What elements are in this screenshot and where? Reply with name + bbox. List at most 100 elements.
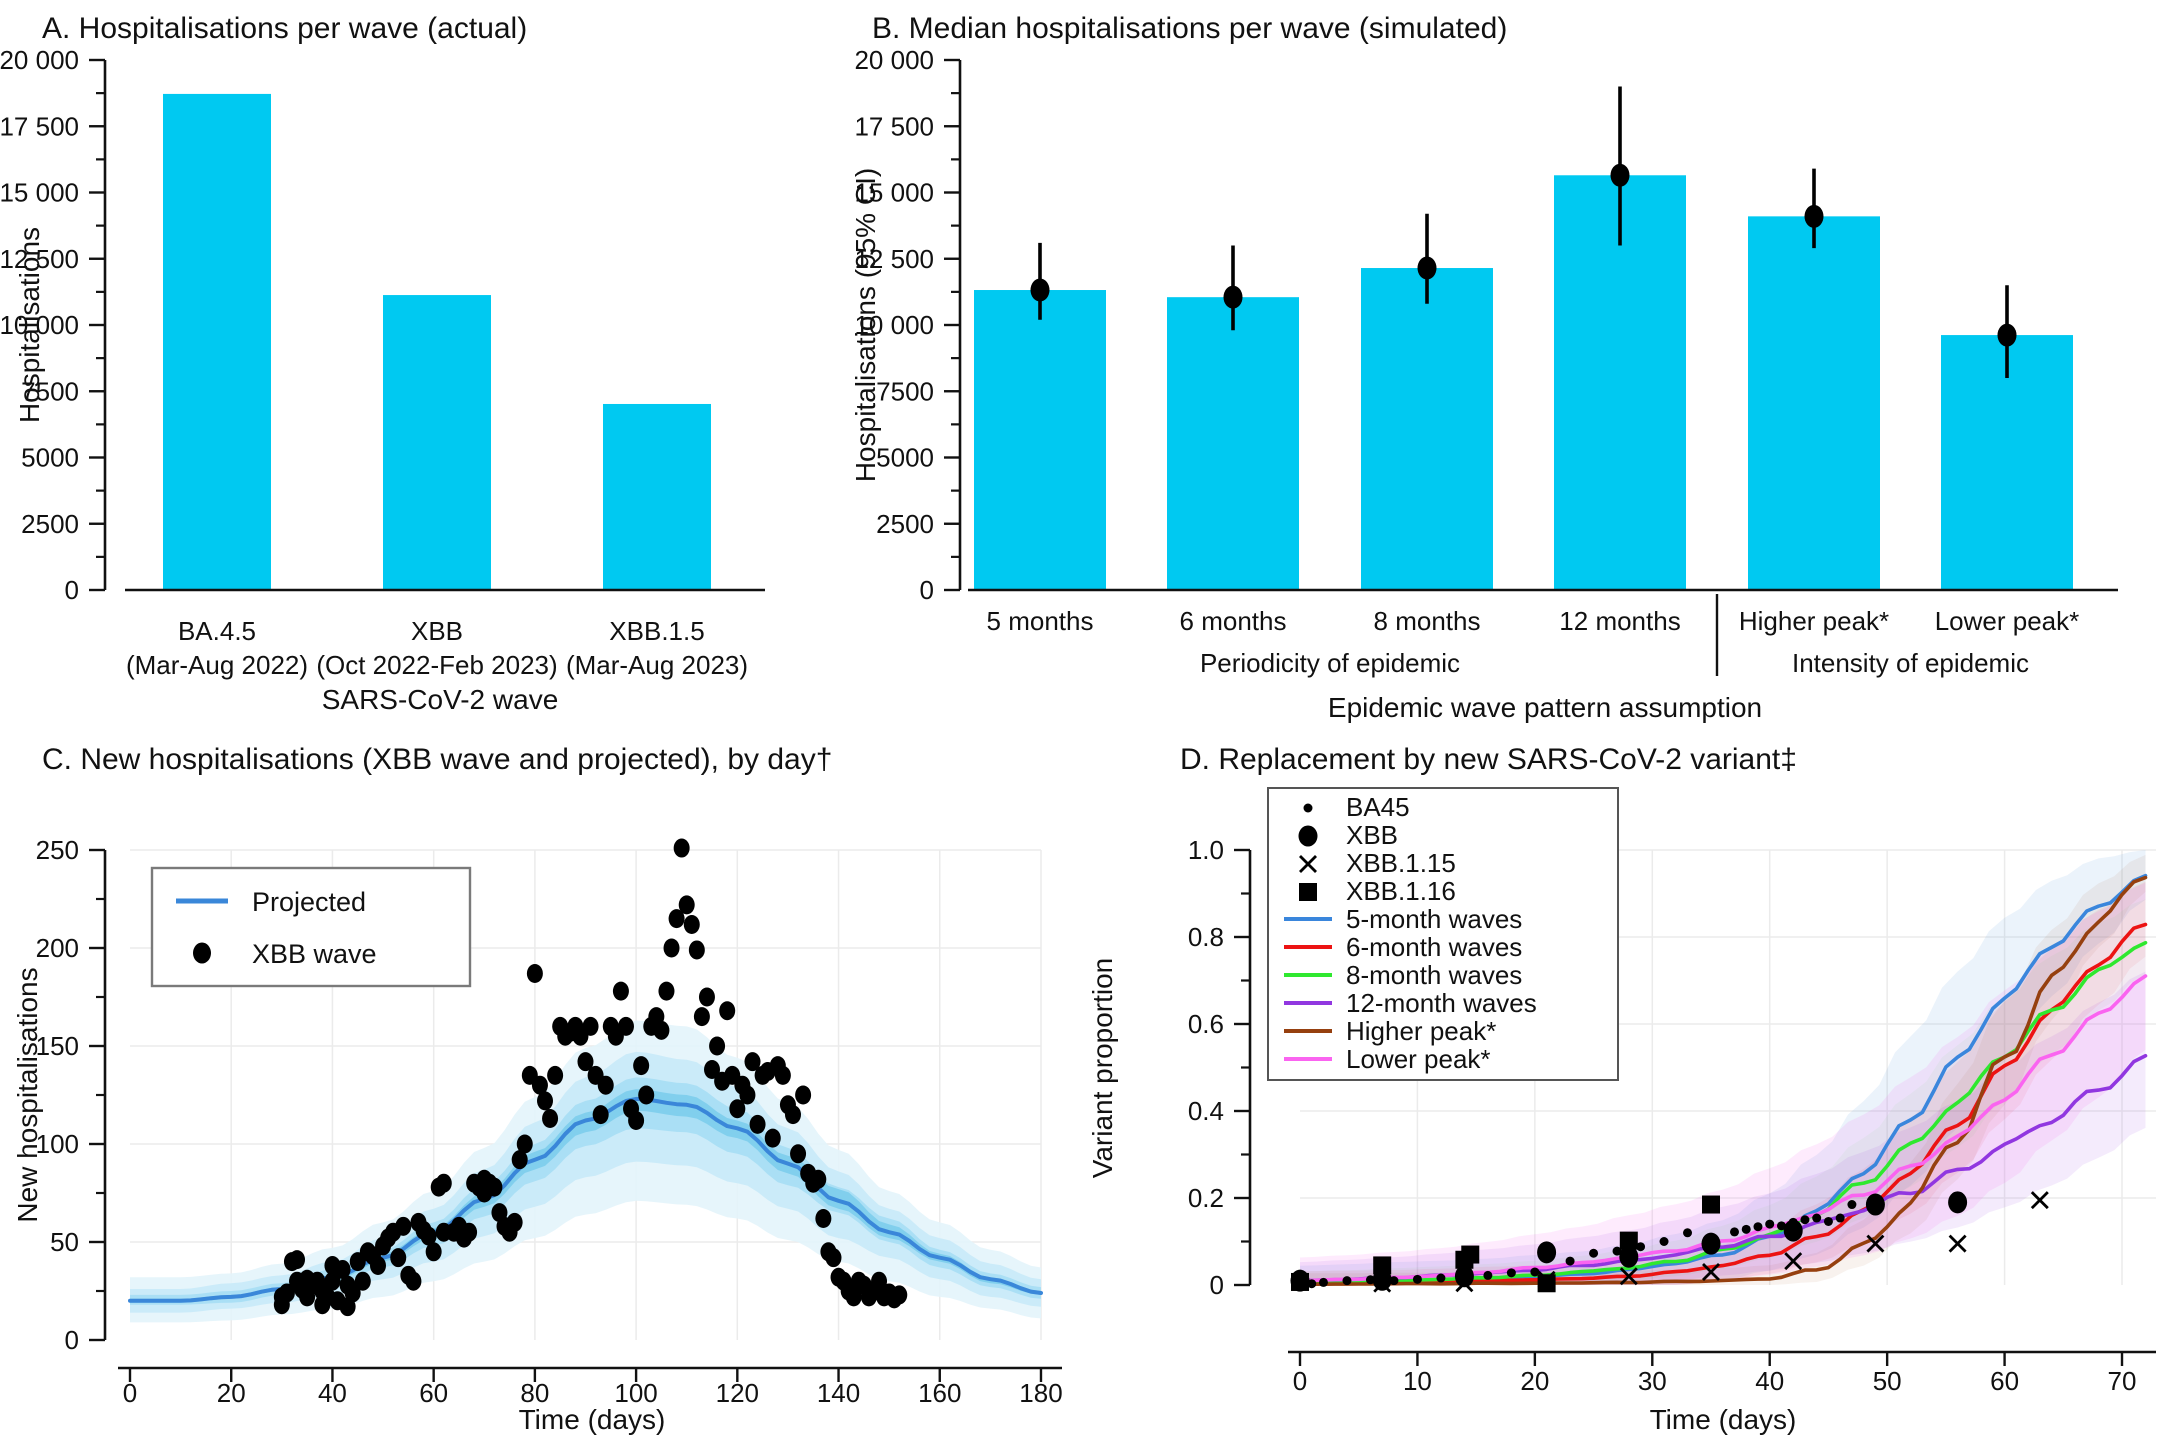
bar-6 months <box>1167 297 1299 590</box>
panel-c-title: C. New hospitalisations (XBB wave and pr… <box>42 743 833 776</box>
svg-text:50: 50 <box>1873 1366 1902 1396</box>
median-dot <box>1030 278 1050 302</box>
svg-text:XBB.1.5(Mar-Aug 2023): XBB.1.5 (Mar-Aug 2023) <box>566 616 748 680</box>
svg-text:0: 0 <box>123 1378 137 1408</box>
svg-text:20: 20 <box>1520 1366 1549 1396</box>
svg-text:0.2: 0.2 <box>1188 1183 1224 1213</box>
svg-text:0: 0 <box>65 575 79 605</box>
panel-d-xlabel: Time (days) <box>1649 1404 1797 1435</box>
svg-text:12 500: 12 500 <box>0 244 79 274</box>
svg-text:XBB.1.15: XBB.1.15 <box>1346 848 1456 878</box>
panel-b-xlabel: Epidemic wave pattern assumption <box>1327 692 1763 723</box>
panel-a-chart: 0 2500 5000 7500 10 000 12 500 15 000 17 500 20 … <box>0 45 765 605</box>
panel-d-axes: 0 0.2 0.4 0.6 0.8 1.0 0 10 20 30 40 50 60 70 <box>1188 835 2156 1396</box>
median-dot <box>1223 285 1243 309</box>
svg-text:Projected: Projected <box>252 887 366 917</box>
svg-text:8 months: 8 months <box>1374 606 1481 636</box>
svg-text:40: 40 <box>318 1378 347 1408</box>
svg-text:17 500: 17 500 <box>854 111 934 141</box>
svg-text:7500: 7500 <box>21 376 79 406</box>
panel-a-title: A. Hospitalisations per wave (actual) <box>42 12 528 45</box>
svg-text:0.6: 0.6 <box>1188 1009 1224 1039</box>
svg-text:7500: 7500 <box>876 376 934 406</box>
svg-text:8-month waves: 8-month waves <box>1346 960 1522 990</box>
svg-text:70: 70 <box>2108 1366 2137 1396</box>
panel-b-ylabel: Hospitalisations (95% CI) <box>850 167 881 483</box>
svg-text:20 000: 20 000 <box>0 45 79 75</box>
svg-text:250: 250 <box>36 835 79 865</box>
svg-text:10 000: 10 000 <box>0 310 79 340</box>
panel-c-ylabel: New hospitalisations <box>12 967 43 1223</box>
svg-text:120: 120 <box>716 1378 759 1408</box>
svg-text:10 000: 10 000 <box>854 310 934 340</box>
panel-d-ylabel: Variant proportion <box>1087 957 1118 1179</box>
svg-text:30: 30 <box>1638 1366 1667 1396</box>
svg-text:15 000: 15 000 <box>854 178 934 208</box>
svg-text:5-month waves: 5-month waves <box>1346 904 1522 934</box>
median-dot <box>1417 256 1437 280</box>
svg-text:100: 100 <box>614 1378 657 1408</box>
svg-text:180: 180 <box>1019 1378 1062 1408</box>
svg-text:XBB wave: XBB wave <box>252 939 377 969</box>
median-dot <box>1997 323 2017 347</box>
panel-c-legend: Projected XBB wave <box>150 866 472 988</box>
svg-text:50: 50 <box>50 1227 79 1257</box>
svg-text:2500: 2500 <box>876 509 934 539</box>
panel-d-markers <box>1290 1191 2049 1293</box>
panel-a-cat-labels: BA.4.5 (Mar-Aug 2022)XBB (Oct 2022-Feb 202… <box>126 616 748 680</box>
svg-text:12 500: 12 500 <box>854 244 934 274</box>
svg-text:10: 10 <box>1403 1366 1432 1396</box>
bar-8 months <box>1361 268 1493 590</box>
svg-text:80: 80 <box>520 1378 549 1408</box>
svg-text:0: 0 <box>920 575 934 605</box>
svg-text:5 months: 5 months <box>987 606 1094 636</box>
svg-text:Higher peak*: Higher peak* <box>1739 606 1889 636</box>
svg-text:BA.4.5(Mar-Aug 2022): BA.4.5 (Mar-Aug 2022) <box>126 616 308 680</box>
panel-d-title: D. Replacement by new SARS-CoV-2 variant… <box>1180 743 1797 776</box>
svg-text:5000: 5000 <box>876 443 934 473</box>
bar-XBB.1.5 <box>603 403 711 590</box>
svg-text:XBB(Oct 2022-Feb 2023): XBB (Oct 2022-Feb 2023) <box>316 616 557 680</box>
panel-b-cat-labels: 5 months 6 months 8 months 12 months Higher … <box>987 594 2080 678</box>
panel-c-bands <box>130 1020 1041 1323</box>
svg-text:60: 60 <box>419 1378 448 1408</box>
panel-b-chart: 0 2500 5000 7500 10 000 12 500 15 000 17 500 20 … <box>854 45 2118 605</box>
svg-text:Lower peak*: Lower peak* <box>1935 606 2080 636</box>
svg-text:Periodicity of epidemic: Periodicity of epidemic <box>1200 648 1460 678</box>
bar-BA.4.5 <box>163 93 271 591</box>
svg-text:12-month waves: 12-month waves <box>1346 988 1537 1018</box>
svg-text:5000: 5000 <box>21 443 79 473</box>
svg-text:0: 0 <box>1293 1366 1307 1396</box>
bar-Higher peak* <box>1748 216 1880 590</box>
panel-b-title: B. Median hospitalisations per wave (sim… <box>872 12 1508 45</box>
panel-c-xlabel: Time (days) <box>518 1404 666 1435</box>
svg-text:6 months: 6 months <box>1180 606 1287 636</box>
svg-text:XBB: XBB <box>1346 820 1398 850</box>
median-dot <box>1804 204 1824 228</box>
svg-text:17 500: 17 500 <box>0 111 79 141</box>
svg-text:20 000: 20 000 <box>854 45 934 75</box>
svg-text:15 000: 15 000 <box>0 178 79 208</box>
svg-text:XBB.1.16: XBB.1.16 <box>1346 876 1456 906</box>
median-dot <box>1610 163 1630 187</box>
panel-c-scatter <box>273 838 908 1317</box>
svg-text:200: 200 <box>36 933 79 963</box>
svg-text:140: 140 <box>817 1378 860 1408</box>
svg-text:20: 20 <box>217 1378 246 1408</box>
bar-5 months <box>974 290 1106 590</box>
svg-text:6-month waves: 6-month waves <box>1346 932 1522 962</box>
svg-text:0: 0 <box>65 1325 79 1355</box>
svg-text:60: 60 <box>1990 1366 2019 1396</box>
svg-text:40: 40 <box>1755 1366 1784 1396</box>
svg-text:0.8: 0.8 <box>1188 922 1224 952</box>
panel-a-xlabel: SARS-CoV-2 wave <box>321 684 559 715</box>
svg-text:2500: 2500 <box>21 509 79 539</box>
svg-text:0: 0 <box>1210 1270 1224 1300</box>
curve-Higher peak* <box>1298 875 2148 1286</box>
svg-text:Lower peak*: Lower peak* <box>1346 1044 1491 1074</box>
svg-text:Higher peak*: Higher peak* <box>1346 1016 1496 1046</box>
svg-text:1.0: 1.0 <box>1188 835 1224 865</box>
